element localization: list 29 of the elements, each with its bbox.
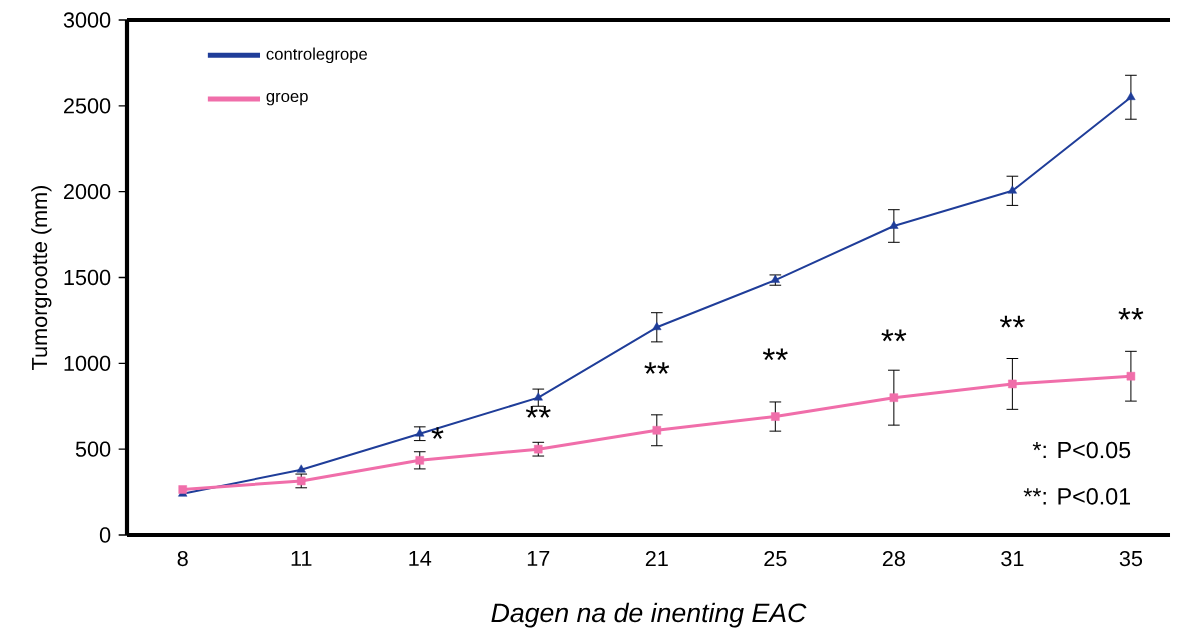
annotation: **: [1118, 308, 1144, 320]
y-axis-title: Tumorgrootte (mm): [31, 185, 52, 370]
x-axis-title: Dagen na de inenting EAC: [491, 602, 807, 628]
x-tick-label: 11: [291, 550, 312, 566]
annotation: *: [431, 427, 444, 439]
x-tick-label: 21: [645, 550, 668, 567]
annotation: **: P<0.01: [1023, 488, 1131, 505]
legend-label: groep: [266, 92, 308, 106]
x-tick-label: 28: [882, 550, 905, 567]
annotation: **: [525, 406, 551, 418]
x-tick-label: 31: [1001, 550, 1024, 567]
x-tick-label: 14: [409, 550, 432, 566]
y-tick-label: 500: [75, 441, 111, 457]
y-tick-label: 1000: [64, 355, 111, 371]
y-tick-label: 3000: [63, 12, 111, 28]
y-tick-label: 2500: [64, 98, 111, 114]
x-tick-label: 35: [1119, 550, 1143, 567]
x-tick-label: 17: [527, 550, 550, 566]
x-tick-label: 8: [177, 550, 188, 567]
annotation: **: [762, 348, 788, 361]
y-tick-label: 1500: [64, 269, 111, 286]
annotation: **: [881, 329, 907, 342]
legend-label: controlegrope: [266, 47, 368, 64]
annotation: *: P<0.05: [1032, 441, 1131, 459]
y-tick-label: 0: [99, 527, 111, 543]
x-tick-label: 25: [764, 550, 787, 567]
annotation: **: [999, 315, 1025, 328]
y-tick-label: 2000: [64, 183, 111, 200]
annotation: **: [644, 362, 670, 374]
